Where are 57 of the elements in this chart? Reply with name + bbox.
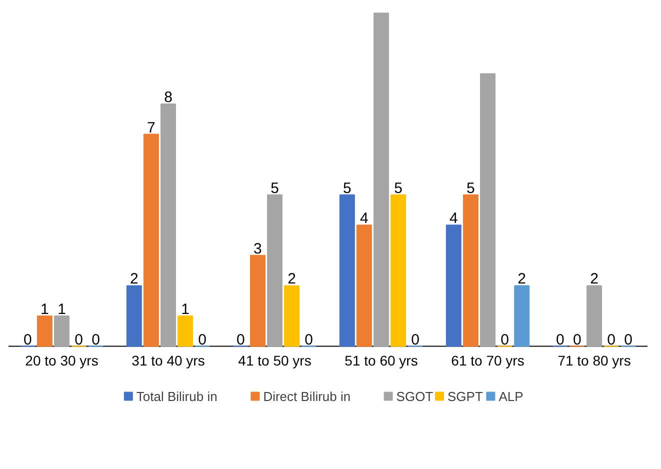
- data-label: 4: [450, 210, 458, 228]
- bar: [160, 104, 176, 347]
- data-label: 8: [164, 89, 172, 106]
- bar: [356, 224, 372, 347]
- data-label: 2: [518, 270, 526, 288]
- x-tick-label: 51 to 60 yrs: [344, 352, 418, 368]
- legend-label: SGOT: [396, 388, 434, 404]
- bar: [446, 224, 462, 347]
- data-label: 5: [270, 180, 279, 197]
- data-label: 5: [394, 180, 402, 197]
- bar: [250, 254, 266, 347]
- data-label: 0: [607, 331, 616, 348]
- x-tick-label: 31 to 40 yrs: [132, 352, 205, 368]
- data-label: 0: [198, 331, 207, 348]
- data-label: 0: [236, 331, 245, 348]
- bar: [143, 134, 159, 347]
- bar: [54, 315, 70, 347]
- data-label: 5: [343, 180, 352, 197]
- x-tick-label: 71 to 80 yrs: [558, 352, 631, 368]
- bar: [178, 315, 194, 347]
- bar: [126, 285, 142, 347]
- data-label: 0: [500, 331, 509, 348]
- data-label: 0: [556, 331, 564, 348]
- bar: [390, 194, 406, 347]
- data-label: 0: [304, 331, 314, 348]
- x-tick-label: 20 to 30 yrs: [25, 352, 98, 368]
- bar: [36, 315, 52, 347]
- data-label: 2: [130, 270, 138, 288]
- bar: [284, 285, 300, 347]
- data-label: 2: [590, 270, 598, 288]
- data-label: 0: [624, 331, 633, 348]
- x-tick-label: 41 to 50 yrs: [238, 352, 312, 368]
- bar: [267, 194, 282, 347]
- data-label: 5: [466, 180, 475, 197]
- data-label: 0: [92, 331, 100, 348]
- data-label: 1: [181, 300, 190, 318]
- data-label: 7: [147, 119, 156, 136]
- data-label: 0: [411, 331, 420, 348]
- legend-label: Direct Bilirub in: [263, 388, 351, 404]
- bar: [374, 12, 389, 347]
- bar: [514, 285, 530, 347]
- legend-label: Total Bilirub in: [136, 388, 218, 404]
- data-label: 0: [74, 331, 83, 348]
- data-label: 0: [24, 331, 32, 348]
- data-label: 2: [288, 270, 296, 288]
- legend-label: ALP: [498, 388, 524, 404]
- data-label: 0: [573, 331, 582, 348]
- bar: [586, 285, 602, 347]
- data-label: 1: [58, 300, 66, 318]
- legend-label: SGPT: [448, 388, 483, 404]
- bar: [339, 194, 355, 347]
- data-label: 3: [254, 240, 262, 258]
- data-label: 1: [40, 300, 49, 318]
- x-tick-label: 61 to 70 yrs: [451, 352, 524, 368]
- bar: [480, 73, 496, 347]
- bar: [462, 194, 478, 347]
- data-label: 4: [360, 210, 368, 228]
